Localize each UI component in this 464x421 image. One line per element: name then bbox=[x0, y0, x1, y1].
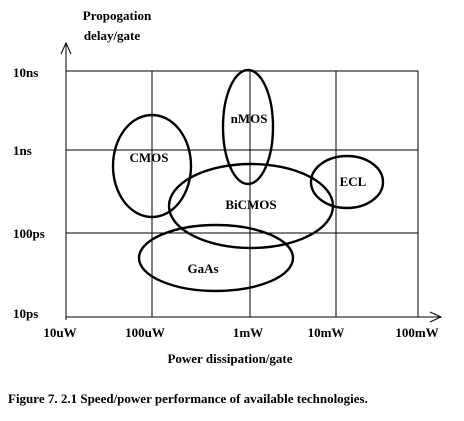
y-axis-title-line2: delay/gate bbox=[84, 28, 141, 43]
label-gaas: GaAs bbox=[187, 261, 218, 276]
region-nmos bbox=[221, 68, 275, 186]
x-tick-10mw: 10mW bbox=[308, 325, 345, 340]
x-tick-100uw: 100uW bbox=[125, 325, 165, 340]
label-ecl: ECL bbox=[340, 174, 367, 189]
y-tick-100ps: 100ps bbox=[13, 226, 45, 241]
region-ecl bbox=[309, 154, 385, 210]
x-tick-1mw: 1mW bbox=[233, 325, 263, 340]
label-bicmos: BiCMOS bbox=[225, 197, 276, 212]
x-tick-100mw: 100mW bbox=[395, 325, 438, 340]
x-axis-arrow-icon bbox=[429, 311, 443, 323]
grid bbox=[65, 70, 419, 318]
y-axis-title-line1: Propogation bbox=[83, 8, 152, 23]
region-gaas bbox=[137, 223, 295, 293]
label-cmos: CMOS bbox=[130, 150, 169, 165]
figure-caption: Figure 7. 2.1 Speed/power performance of… bbox=[8, 391, 368, 406]
x-tick-10uw: 10uW bbox=[43, 325, 76, 340]
region-cmos bbox=[111, 113, 193, 219]
y-tick-10ps: 10ps bbox=[13, 306, 38, 321]
x-axis-title: Power dissipation/gate bbox=[167, 351, 292, 366]
y-tick-1ns: 1ns bbox=[13, 143, 32, 158]
label-nmos: nMOS bbox=[231, 111, 268, 126]
y-axis-arrow-icon bbox=[60, 41, 72, 55]
y-tick-10ns: 10ns bbox=[13, 65, 38, 80]
